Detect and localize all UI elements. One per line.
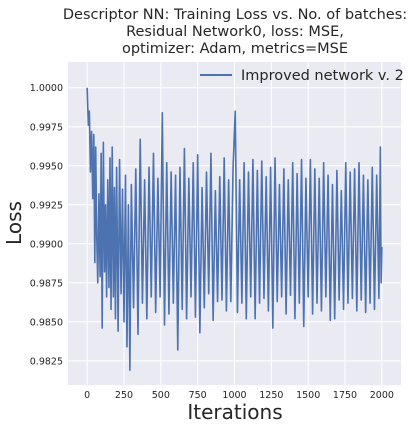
- y-tick-label: 0.9925: [30, 200, 63, 211]
- x-tick-label: 2000: [370, 390, 394, 401]
- x-tick-label: 0: [84, 390, 90, 401]
- series-line: [86, 87, 383, 371]
- legend-label: Improved network v. 2: [241, 68, 404, 84]
- x-tick-label: 250: [115, 390, 133, 401]
- y-axis-label: Loss: [2, 201, 26, 245]
- y-tick-label: 0.9825: [30, 356, 63, 367]
- series-layer: [86, 87, 383, 371]
- x-tick-label: 1500: [296, 390, 320, 401]
- x-tick-labels: 0 250 500 750 1000 1250 1500 1750 2000: [84, 390, 394, 401]
- y-tick-label: 0.9975: [30, 122, 63, 133]
- title-line-2: Residual Network0, loss: MSE,: [126, 24, 344, 40]
- y-tick-label: 1.0000: [30, 83, 63, 94]
- x-tick-label: 1000: [222, 390, 246, 401]
- legend: Improved network v. 2: [200, 68, 404, 84]
- x-axis-label: Iterations: [187, 400, 282, 424]
- x-tick-label: 750: [189, 390, 207, 401]
- y-tick-label: 0.9850: [30, 317, 63, 328]
- x-tick-label: 1750: [333, 390, 357, 401]
- title-line-1: Descriptor NN: Training Loss vs. No. of …: [63, 7, 407, 23]
- chart-title: Descriptor NN: Training Loss vs. No. of …: [63, 7, 407, 57]
- x-tick-label: 1250: [259, 390, 283, 401]
- title-line-3: optimizer: Adam, metrics=MSE: [122, 41, 348, 57]
- y-tick-labels: 0.9825 0.9850 0.9875 0.9900 0.9925 0.9950 0.99…: [30, 83, 63, 367]
- grid-lines: [68, 62, 401, 385]
- x-tick-label: 500: [152, 390, 170, 401]
- y-tick-label: 0.9950: [30, 161, 63, 172]
- y-tick-label: 0.9875: [30, 278, 63, 289]
- y-tick-label: 0.9900: [30, 239, 63, 250]
